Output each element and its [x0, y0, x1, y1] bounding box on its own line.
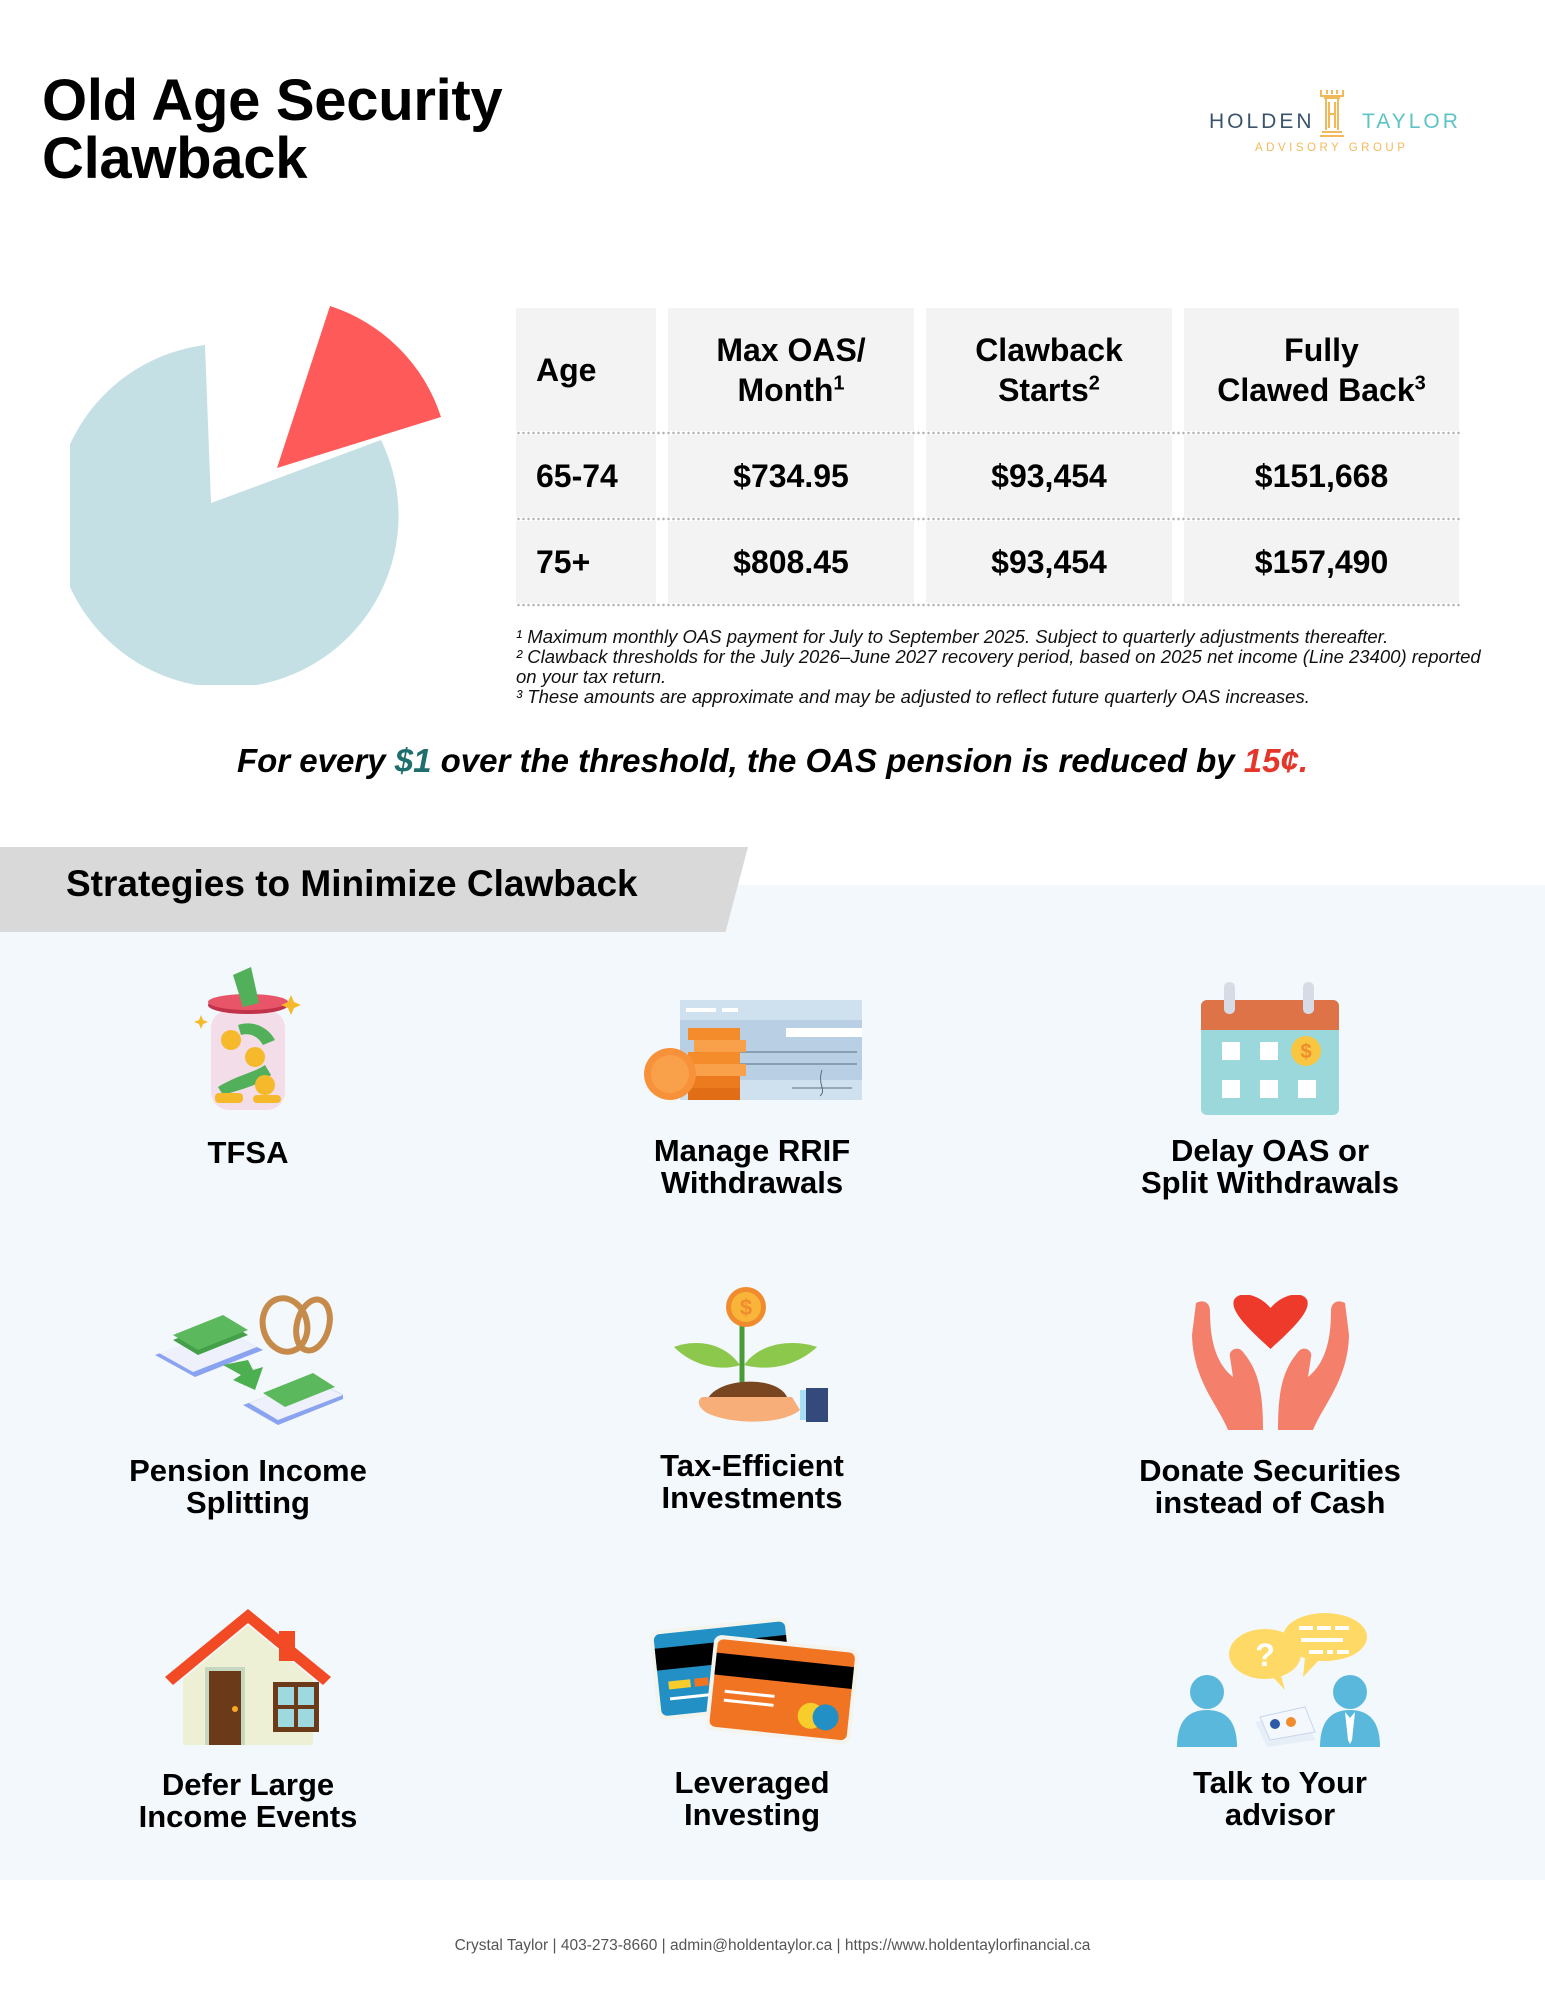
clawback-rate-statement: For every $1 over the threshold, the OAS… — [236, 742, 1309, 779]
logo-subtitle: ADVISORY GROUP — [1255, 142, 1409, 154]
page-title: Old Age Security Clawback — [42, 68, 503, 191]
company-logo: HOLDEN TAYLOR ADVISORY GROUP — [1205, 88, 1458, 168]
svg-text:?: ? — [1255, 1637, 1275, 1673]
strategies-heading: Strategies to Minimize Clawback — [66, 863, 638, 904]
strategy-label-line2: Investments — [661, 1480, 843, 1515]
header-max-oas: Max OAS/Month1 — [668, 308, 914, 431]
footnote-3: ³ These amounts are approximate and may … — [516, 686, 1310, 707]
strategy-label-line2: Split Withdrawals — [1140, 1165, 1400, 1200]
house-icon — [165, 1609, 331, 1745]
advisor-conversation-icon: ? — [1177, 1613, 1380, 1747]
strategy-label-line2: instead of Cash — [1154, 1485, 1386, 1520]
strategy-tfsa: TFSA — [38, 955, 458, 1169]
title-line-1: Old Age Security — [42, 68, 503, 133]
cell-age: 65-74 — [516, 435, 656, 517]
calendar-dollar-icon: $ — [1201, 982, 1339, 1115]
row-divider — [516, 431, 1461, 435]
cheque-coins-icon — [644, 1000, 862, 1100]
cell-age: 75+ — [516, 521, 656, 603]
cell-clawback-starts: $93,454 — [926, 521, 1172, 603]
strategy-label-line2: Withdrawals — [660, 1165, 844, 1200]
rings-money-transfer-icon — [155, 1295, 343, 1425]
oas-clawback-table: Age Max OAS/Month1 Clawback Starts2 Fully… — [516, 308, 1461, 607]
strategy-label-line2: advisor — [1224, 1797, 1336, 1832]
strategy-defer-income: Defer Large Income Events — [38, 1587, 458, 1833]
strategy-label-line1: Manage RRIF — [653, 1133, 851, 1168]
credit-cards-icon — [649, 1617, 859, 1745]
strategy-label: TFSA — [207, 1135, 289, 1170]
svg-text:$: $ — [1300, 1041, 1311, 1063]
plant-coin-hand-icon: $ — [674, 1287, 828, 1422]
title-line-2: Clawback — [42, 126, 308, 191]
tower-icon — [1320, 90, 1344, 137]
pie-slice-retained — [70, 345, 399, 685]
clawback-pie-chart — [70, 306, 441, 685]
header-clawback-starts: Clawback Starts2 — [926, 308, 1172, 431]
logo-text-holden: HOLDEN — [1209, 110, 1315, 133]
contact-footer: Crystal Taylor | 403-273-8660 | admin@ho… — [454, 1937, 1091, 1954]
strategy-label-line2: Splitting — [186, 1485, 310, 1520]
strategy-label-line1: Talk to Your — [1193, 1765, 1367, 1800]
row-divider — [516, 603, 1461, 607]
strategy-donate-securities: Donate Securities instead of Cash — [1060, 1270, 1480, 1519]
strategy-label-line1: Tax-Efficient — [660, 1448, 844, 1483]
header-age: Age — [516, 308, 656, 431]
strategy-label-line1: Pension Income — [129, 1453, 367, 1488]
svg-text:$: $ — [740, 1295, 752, 1320]
strategy-delay-oas: $ Delay OAS or Split Withdrawals — [1060, 955, 1480, 1199]
strategy-label-line1: Donate Securities — [1139, 1453, 1401, 1488]
cents-highlight: 15¢. — [1243, 742, 1309, 779]
table-header-row: Age Max OAS/Month1 Clawback Starts2 Fully… — [516, 308, 1461, 431]
strategies-heading-banner — [0, 847, 748, 932]
cell-max-oas: $808.45 — [668, 521, 914, 603]
strategy-label-line2: Income Events — [138, 1799, 358, 1834]
cell-fully-clawed-back: $151,668 — [1184, 435, 1459, 517]
strategy-label-line2: Investing — [683, 1797, 821, 1832]
strategy-label-line1: Leveraged — [674, 1765, 830, 1800]
strategy-manage-rrif: Manage RRIF Withdrawals — [542, 955, 962, 1199]
strategy-talk-to-advisor: ? Talk to Your advisor — [1070, 1587, 1490, 1831]
footnotes: ¹ Maximum monthly OAS payment for July t… — [516, 627, 1506, 707]
logo-text-taylor: TAYLOR — [1362, 110, 1461, 133]
cell-max-oas: $734.95 — [668, 435, 914, 517]
header-fully-clawed-back: Fully Clawed Back3 — [1184, 308, 1459, 431]
strategy-leveraged-investing: Leveraged Investing — [542, 1587, 962, 1831]
strategy-label-line1: Defer Large — [161, 1767, 335, 1802]
money-jar-icon — [194, 967, 301, 1110]
table-row: 75+ $808.45 $93,454 $157,490 — [516, 521, 1461, 603]
cell-fully-clawed-back: $157,490 — [1184, 521, 1459, 603]
strategy-pension-splitting: Pension Income Splitting — [38, 1270, 458, 1519]
table-row: 65-74 $734.95 $93,454 $151,668 — [516, 435, 1461, 517]
strategy-label-line1: Delay OAS or — [1170, 1133, 1370, 1168]
footnote-2: ² Clawback thresholds for the July 2026–… — [516, 646, 1481, 687]
row-divider — [516, 517, 1461, 521]
pie-slice-clawed-back — [277, 306, 441, 468]
footnote-1: ¹ Maximum monthly OAS payment for July t… — [516, 626, 1389, 647]
cell-clawback-starts: $93,454 — [926, 435, 1172, 517]
dollar-highlight: $1 — [394, 742, 432, 779]
strategy-tax-efficient: $ Tax-Efficient Investments — [542, 1270, 962, 1514]
hands-heart-icon — [1191, 1295, 1349, 1430]
